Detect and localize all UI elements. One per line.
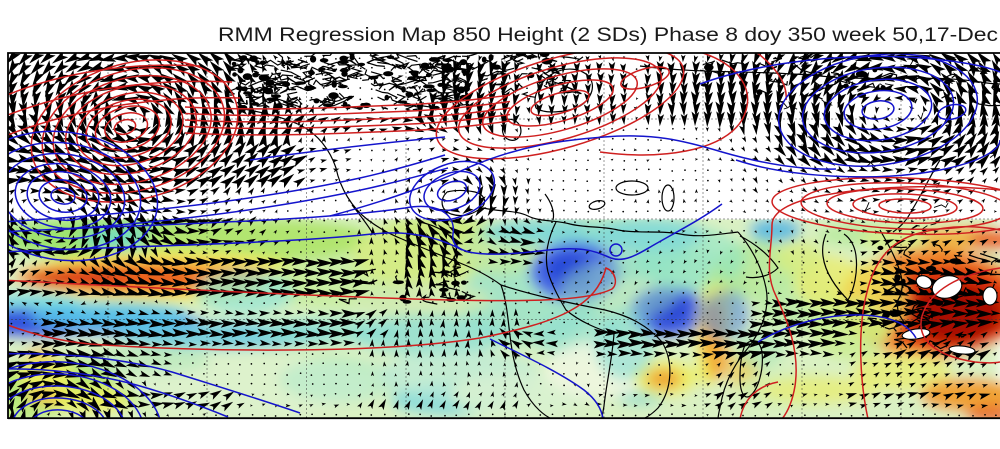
- svg-text:RMM Regression Map 850 Height: RMM Regression Map 850 Height (2 SDs) Ph…: [218, 24, 998, 46]
